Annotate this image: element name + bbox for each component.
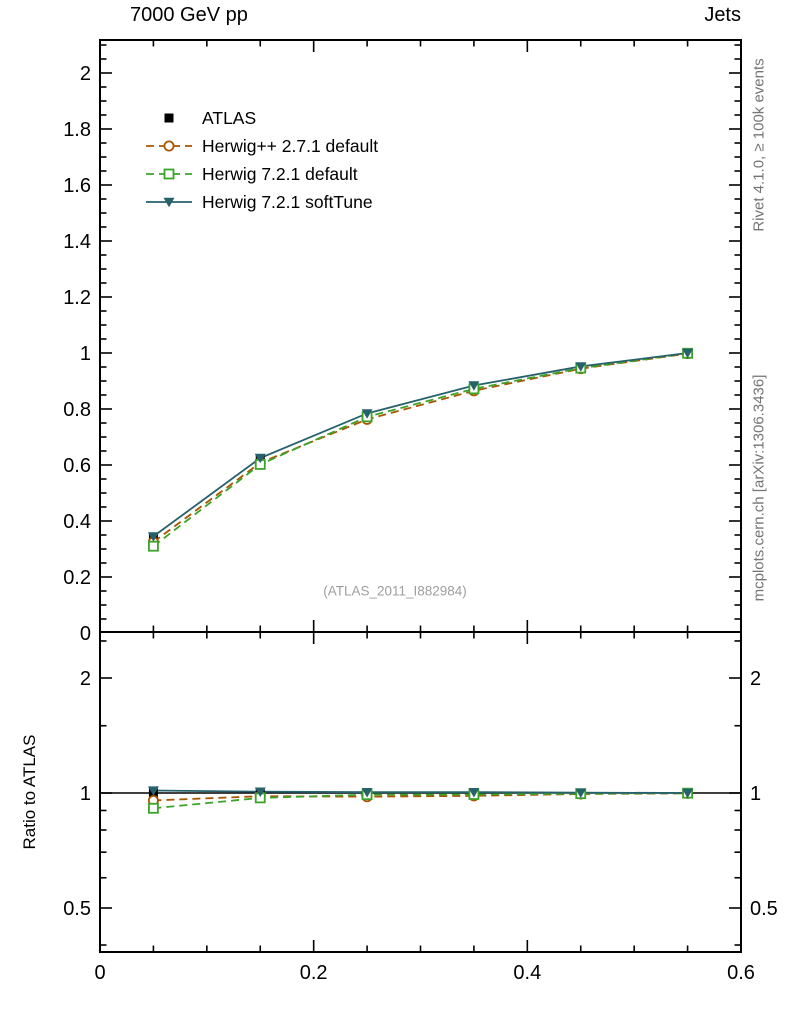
svg-text:0.2: 0.2 (63, 567, 91, 589)
svg-text:0.6: 0.6 (727, 962, 755, 984)
svg-text:ATLAS: ATLAS (202, 108, 256, 128)
svg-text:0.5: 0.5 (750, 898, 778, 920)
svg-text:1.2: 1.2 (63, 287, 91, 309)
observable-title: Jets (704, 4, 741, 26)
svg-text:2: 2 (80, 668, 91, 690)
svg-text:0.6: 0.6 (63, 455, 91, 477)
svg-text:Herwig++ 2.7.1 default: Herwig++ 2.7.1 default (202, 136, 378, 156)
svg-text:1.4: 1.4 (63, 231, 91, 253)
svg-text:0.2: 0.2 (300, 962, 328, 984)
svg-text:1.8: 1.8 (63, 119, 91, 141)
svg-text:1: 1 (750, 783, 761, 805)
svg-text:1: 1 (80, 783, 91, 805)
svg-text:0: 0 (94, 962, 105, 984)
svg-text:1.6: 1.6 (63, 175, 91, 197)
svg-text:1: 1 (80, 343, 91, 365)
analysis-watermark: (ATLAS_2011_I882984) (323, 583, 467, 599)
svg-text:Herwig 7.2.1 default: Herwig 7.2.1 default (202, 164, 358, 184)
svg-text:0.8: 0.8 (63, 399, 91, 421)
svg-text:2: 2 (80, 63, 91, 85)
svg-text:0: 0 (80, 623, 91, 645)
svg-text:0.4: 0.4 (513, 962, 541, 984)
svg-text:2: 2 (750, 668, 761, 690)
svg-text:Herwig 7.2.1 softTune: Herwig 7.2.1 softTune (202, 192, 373, 212)
svg-text:0.4: 0.4 (63, 511, 91, 533)
beam-energy-title: 7000 GeV pp (130, 4, 248, 26)
svg-text:0.5: 0.5 (63, 898, 91, 920)
